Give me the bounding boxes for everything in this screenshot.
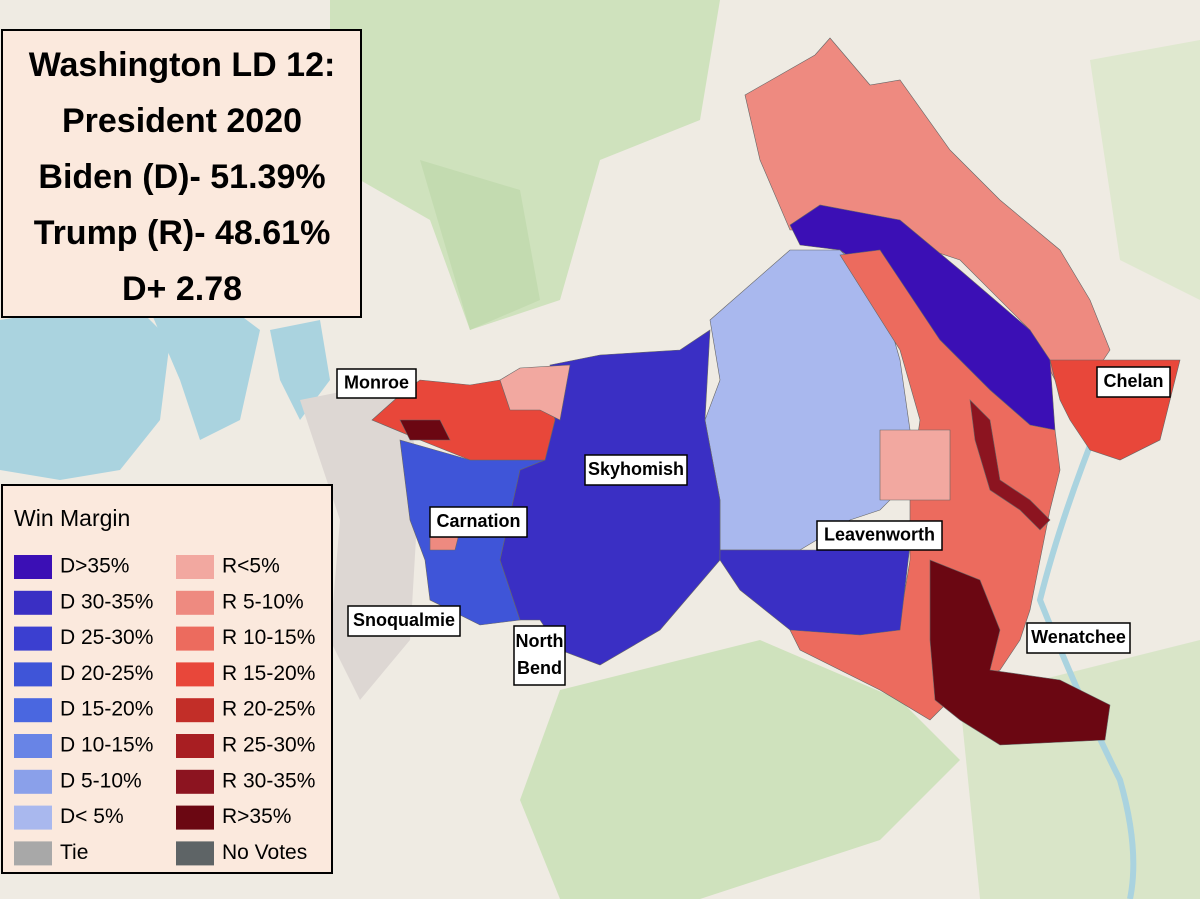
legend-label: D 25-30% bbox=[60, 626, 153, 649]
place-box bbox=[1096, 366, 1171, 398]
legend-swatch bbox=[176, 769, 214, 794]
legend-label: D 15-20% bbox=[60, 698, 153, 721]
title-line: President 2020 bbox=[62, 102, 302, 140]
legend-label: Tie bbox=[60, 841, 88, 864]
place-box bbox=[347, 605, 461, 637]
legend-swatch bbox=[176, 662, 214, 687]
legend-swatch bbox=[176, 626, 214, 651]
legend-label: D 10-15% bbox=[60, 734, 153, 757]
legend-swatch bbox=[176, 590, 214, 615]
legend-label: R>35% bbox=[222, 805, 291, 828]
legend-swatch bbox=[176, 805, 214, 830]
place-label: Bend bbox=[517, 658, 562, 678]
legend-swatch bbox=[14, 769, 52, 794]
place-box bbox=[336, 368, 417, 399]
legend-swatch bbox=[14, 626, 52, 651]
legend-label: R 25-30% bbox=[222, 734, 315, 757]
title-line: Washington LD 12: bbox=[29, 46, 336, 84]
title-background bbox=[1, 29, 362, 318]
place-labels: Monroe Chelan Skyhomish Carnation Leavenwort… bbox=[336, 366, 1171, 686]
legend-swatch bbox=[14, 805, 52, 830]
place-label: Carnation bbox=[436, 511, 520, 531]
legend-swatch bbox=[176, 555, 214, 579]
legend-label: D>35% bbox=[60, 555, 129, 578]
legend-swatch bbox=[14, 590, 52, 615]
legend-label: D 5-10% bbox=[60, 769, 142, 792]
legend-label: R 30-35% bbox=[222, 769, 315, 792]
legend-swatch bbox=[14, 841, 52, 866]
legend-label: D 20-25% bbox=[60, 662, 153, 685]
legend-label: R 10-15% bbox=[222, 626, 315, 649]
legend-label: No Votes bbox=[222, 841, 307, 864]
legend: Win Margin D>35% D 30-35% D 25-30% D 20-25%… bbox=[1, 484, 333, 874]
legend-label: R 15-20% bbox=[222, 662, 315, 685]
legend-title: Win Margin bbox=[14, 505, 130, 531]
legend-swatch bbox=[14, 662, 52, 687]
legend-label: R 5-10% bbox=[222, 590, 304, 613]
place-label: Skyhomish bbox=[588, 459, 684, 479]
title-line: Trump (R)- 48.61% bbox=[34, 214, 331, 252]
place-label: Monroe bbox=[344, 372, 409, 392]
legend-label: D< 5% bbox=[60, 805, 124, 828]
place-box bbox=[1026, 622, 1131, 654]
legend-swatch bbox=[14, 698, 52, 723]
legend-background bbox=[1, 484, 333, 874]
place-label: North bbox=[516, 631, 564, 651]
district-precincts bbox=[371, 37, 1181, 746]
place-label: Leavenworth bbox=[824, 524, 935, 544]
legend-label: R 20-25% bbox=[222, 698, 315, 721]
place-box bbox=[429, 506, 528, 538]
place-label: Chelan bbox=[1103, 371, 1163, 391]
title-line: Biden (D)- 51.39% bbox=[38, 158, 325, 196]
title-line: D+ 2.78 bbox=[122, 270, 242, 308]
place-box bbox=[584, 454, 688, 486]
legend-swatch bbox=[176, 841, 214, 866]
legend-label: R<5% bbox=[222, 555, 280, 578]
place-box bbox=[513, 625, 566, 686]
legend-label: D 30-35% bbox=[60, 590, 153, 613]
legend-swatch bbox=[14, 555, 52, 579]
legend-swatch bbox=[176, 698, 214, 723]
legend-swatch bbox=[14, 734, 52, 758]
place-label: Wenatchee bbox=[1031, 627, 1126, 647]
legend-swatch bbox=[176, 734, 214, 758]
title-box: Washington LD 12: President 2020 Biden (D)… bbox=[1, 29, 362, 318]
place-label: Snoqualmie bbox=[353, 610, 455, 630]
place-box bbox=[816, 520, 943, 551]
